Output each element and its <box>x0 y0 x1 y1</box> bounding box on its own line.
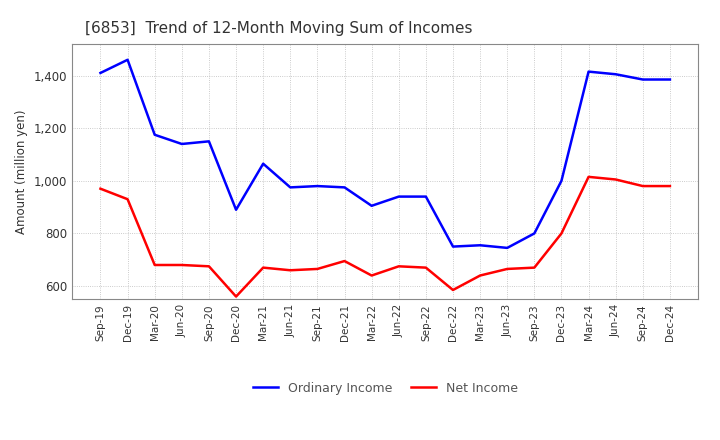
Net Income <box>367 273 376 278</box>
Ordinary Income <box>665 77 674 82</box>
Net Income <box>449 287 457 293</box>
Ordinary Income <box>367 203 376 209</box>
Legend: Ordinary Income, Net Income: Ordinary Income, Net Income <box>248 377 523 400</box>
Line: Ordinary Income: Ordinary Income <box>101 60 670 248</box>
Ordinary Income <box>286 185 294 190</box>
Net Income <box>204 264 213 269</box>
Ordinary Income <box>611 72 620 77</box>
Net Income <box>313 266 322 271</box>
Net Income <box>421 265 430 270</box>
Net Income <box>611 177 620 182</box>
Ordinary Income <box>557 178 566 183</box>
Ordinary Income <box>259 161 268 166</box>
Net Income <box>530 265 539 270</box>
Net Income <box>557 231 566 236</box>
Ordinary Income <box>96 70 105 76</box>
Y-axis label: Amount (million yen): Amount (million yen) <box>15 110 28 234</box>
Net Income <box>503 266 511 271</box>
Ordinary Income <box>123 57 132 62</box>
Ordinary Income <box>503 245 511 250</box>
Ordinary Income <box>476 242 485 248</box>
Ordinary Income <box>232 207 240 213</box>
Net Income <box>178 262 186 268</box>
Net Income <box>639 183 647 189</box>
Net Income <box>584 174 593 180</box>
Net Income <box>286 268 294 273</box>
Ordinary Income <box>150 132 159 137</box>
Net Income <box>395 264 403 269</box>
Ordinary Income <box>341 185 349 190</box>
Net Income <box>665 183 674 189</box>
Ordinary Income <box>421 194 430 199</box>
Net Income <box>259 265 268 270</box>
Net Income <box>150 262 159 268</box>
Net Income <box>123 197 132 202</box>
Ordinary Income <box>178 141 186 147</box>
Line: Net Income: Net Income <box>101 177 670 297</box>
Text: [6853]  Trend of 12-Month Moving Sum of Incomes: [6853] Trend of 12-Month Moving Sum of I… <box>84 21 472 36</box>
Ordinary Income <box>530 231 539 236</box>
Ordinary Income <box>449 244 457 249</box>
Net Income <box>476 273 485 278</box>
Ordinary Income <box>639 77 647 82</box>
Net Income <box>96 186 105 191</box>
Ordinary Income <box>395 194 403 199</box>
Net Income <box>232 294 240 299</box>
Ordinary Income <box>313 183 322 189</box>
Ordinary Income <box>204 139 213 144</box>
Ordinary Income <box>584 69 593 74</box>
Net Income <box>341 258 349 264</box>
